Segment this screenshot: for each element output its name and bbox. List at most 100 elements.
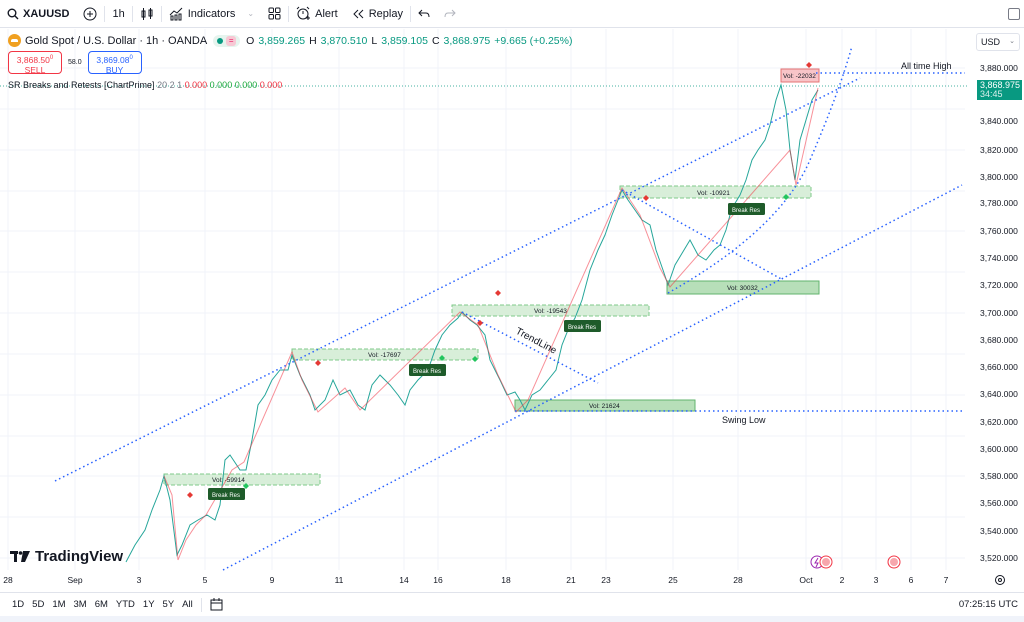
zone-label: Vol: 30032 (727, 285, 758, 292)
zone-22032 (780, 68, 820, 83)
range-1y[interactable]: 1Y (142, 599, 155, 610)
time-tick: 25 (668, 575, 678, 585)
break-res-label: Break Res (413, 369, 441, 375)
price-tick: 3,880.000 (980, 63, 1018, 73)
grid (0, 29, 965, 570)
fullscreen-button[interactable] (1008, 8, 1020, 20)
range-5y[interactable]: 5Y (162, 599, 175, 610)
buy-button[interactable]: 3,869.080 BUY (87, 51, 142, 75)
price-tick: 3,700.000 (980, 308, 1018, 318)
range-3m[interactable]: 3M (73, 599, 87, 610)
high-label: H (309, 34, 317, 47)
tradingview-logo-icon (10, 551, 30, 562)
zone-59914 (163, 473, 321, 486)
currency-select[interactable]: USD ⌄ (976, 33, 1020, 51)
indicator-value: 0.000 (184, 80, 208, 90)
price-tick: 3,820.000 (980, 145, 1018, 155)
divider (409, 5, 411, 22)
candles (125, 83, 819, 563)
chevron-down-icon: ⌄ (1009, 38, 1015, 45)
price-chart[interactable]: Vol: -59914 Vol: -17697 Vol: -19543 Vol:… (0, 29, 1024, 592)
economic-events[interactable] (810, 555, 901, 569)
range-1d[interactable]: 1D (12, 599, 25, 610)
time-tick: 5 (203, 575, 208, 585)
sell-label: SELL (24, 64, 46, 75)
lower-channel-line (222, 184, 963, 571)
break-res-labels: Break Res Break Res Break Res Break Res (208, 203, 765, 500)
channel-lines (54, 45, 965, 571)
indicators-icon (169, 7, 183, 20)
buy-price-sup: 0 (129, 55, 133, 61)
range-6m[interactable]: 6M (94, 599, 108, 610)
chevron-down-icon[interactable]: ⌄ (247, 9, 255, 18)
indicator-legend[interactable]: SR Breaks and Retests [ChartPrime] 20 2 … (8, 80, 282, 90)
range-all[interactable]: All (182, 599, 193, 610)
market-status-badge[interactable]: = (213, 34, 241, 47)
alert-button[interactable]: Alert (289, 0, 345, 28)
time-tick: 9 (270, 575, 275, 585)
divider (288, 5, 290, 22)
indicators-button[interactable]: Indicators ⌄ (162, 0, 261, 28)
trade-panel: 3,868.500 SELL 58.0 3,869.080 BUY (8, 51, 142, 75)
time-tick: 28 (733, 575, 743, 585)
time-axis: 28 Sep 3 5 9 11 14 16 18 21 23 25 28 Oct… (3, 575, 948, 585)
currency-label: USD (981, 37, 1001, 47)
time-tick: 16 (433, 575, 443, 585)
candles-icon (141, 7, 153, 20)
utc-clock[interactable]: 07:25:15 UTC (958, 599, 1018, 610)
time-tick: 14 (399, 575, 409, 585)
tradingview-logo[interactable]: TradingView (10, 548, 123, 565)
price-axis: 3,880.000 3,840.000 3,820.000 3,800.000 … (980, 63, 1018, 563)
zone-19543 (451, 304, 650, 317)
layouts-button[interactable] (261, 0, 288, 28)
undo-button[interactable] (411, 0, 437, 28)
range-1m[interactable]: 1M (52, 599, 66, 610)
redo-icon (444, 9, 456, 17)
spread-value: 58.0 (68, 59, 82, 66)
range-ytd[interactable]: YTD (115, 599, 135, 610)
low-value: 3,859.105 (381, 34, 428, 47)
go-to-date-icon[interactable] (210, 598, 223, 611)
trendline-label: TrendLine (514, 326, 559, 357)
time-tick: Oct (799, 575, 813, 585)
grid-icon (268, 7, 281, 20)
alarm-clock-icon (296, 6, 311, 20)
price-tick: 3,640.000 (980, 389, 1018, 399)
compare-button[interactable] (76, 0, 104, 28)
symbol-legend: Gold Spot / U.S. Dollar · 1h · OANDA = O… (8, 34, 572, 47)
price-tick: 3,760.000 (980, 226, 1018, 236)
time-tick: 6 (909, 575, 914, 585)
range-5d[interactable]: 5D (32, 599, 45, 610)
price-tick: 3,600.000 (980, 444, 1018, 454)
divider (104, 5, 106, 22)
zone-label: Vol: -17697 (368, 352, 401, 359)
high-value: 3,870.510 (320, 34, 368, 47)
zone-label: Vol: -22032 (783, 73, 816, 80)
low-label: L (371, 34, 378, 47)
trendline (461, 311, 599, 384)
replay-button[interactable]: Replay (345, 0, 410, 28)
sell-button[interactable]: 3,868.500 SELL (8, 51, 62, 75)
price-tick: 3,680.000 (980, 335, 1018, 345)
undo-icon (418, 9, 430, 17)
interval-button[interactable]: 1h (105, 0, 131, 28)
zone-label: Vol: -10921 (697, 190, 730, 197)
bottom-toolbar: 1D 5D 1M 3M 6M YTD 1Y 5Y All 07:25:15 UT… (0, 592, 1024, 616)
zone-labels: Vol: -59914 Vol: -17697 Vol: -19543 Vol:… (212, 73, 816, 484)
divider (200, 597, 202, 612)
axis-settings-button[interactable] (995, 575, 1005, 585)
break-res-label: Break Res (732, 208, 760, 214)
symbol-search-button[interactable]: XAUUSD (0, 0, 76, 28)
price-tick: 3,580.000 (980, 471, 1018, 481)
price-tick: 3,740.000 (980, 253, 1018, 263)
zone-label: Vol: -19543 (534, 308, 567, 315)
time-tick: 21 (566, 575, 576, 585)
alert-label: Alert (315, 7, 338, 20)
buy-label: BUY (105, 64, 124, 75)
all-time-high-label: All time High (901, 61, 952, 71)
chart-type-button[interactable] (133, 0, 161, 28)
break-res-label: Break Res (568, 325, 596, 331)
indicators-label: Indicators (187, 7, 236, 20)
swing-low-label: Swing Low (722, 415, 766, 425)
redo-button[interactable] (437, 0, 463, 28)
